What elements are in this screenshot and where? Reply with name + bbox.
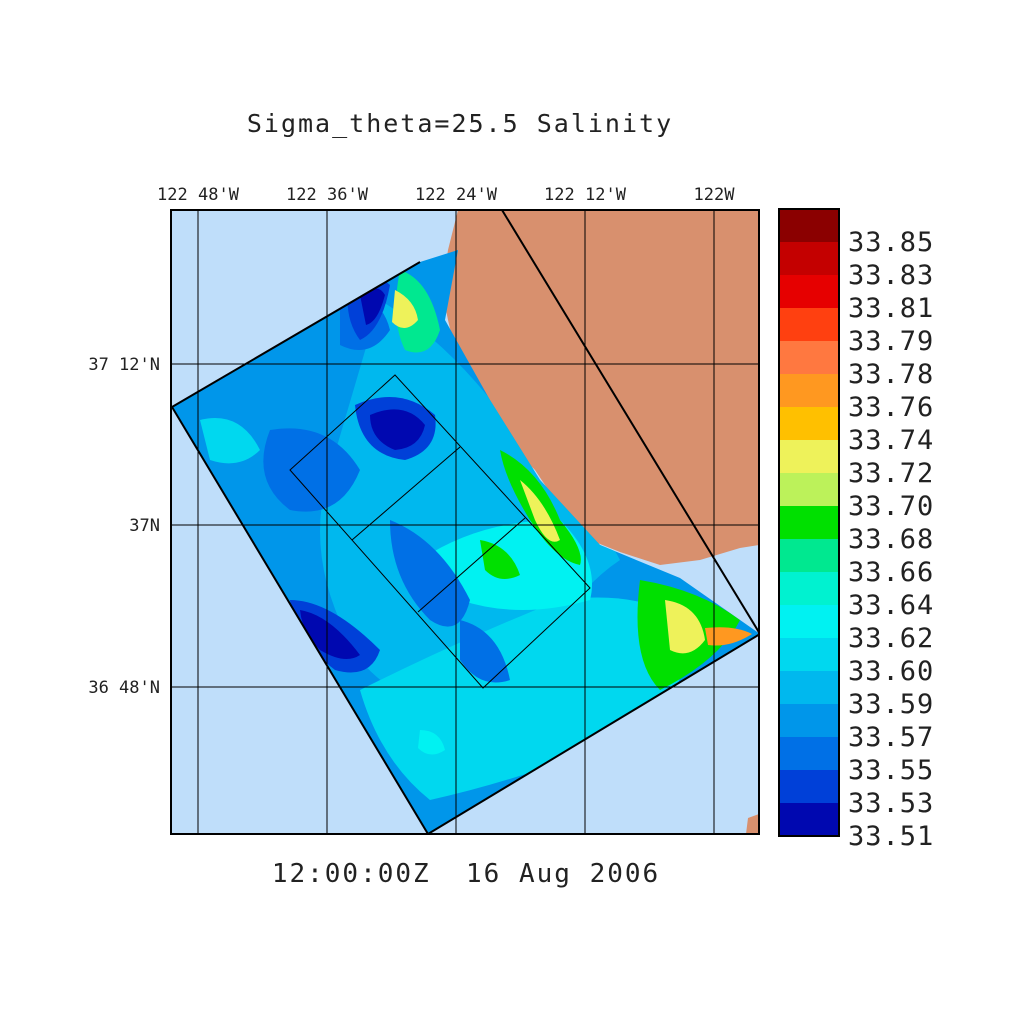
- plot-border: [170, 209, 760, 835]
- colorbar-label: 33.76: [848, 392, 934, 423]
- colorbar-swatch: [779, 506, 839, 540]
- colorbar-label: 33.62: [848, 623, 934, 654]
- colorbar-swatch: [779, 341, 839, 375]
- colorbar-label: 33.72: [848, 458, 934, 489]
- colorbar-label: 33.78: [848, 359, 934, 390]
- timestamp: 12:00:00Z 16 Aug 2006: [272, 859, 660, 889]
- lon-tick-label: 122 36'W: [286, 185, 369, 205]
- domain-outline: [171, 261, 421, 408]
- colorbar-swatch: [779, 638, 839, 672]
- colorbar-label: 33.60: [848, 656, 934, 687]
- colorbar-label: 33.57: [848, 722, 934, 753]
- colorbar-labels: 33.8533.8333.8133.7933.7833.7633.7433.72…: [848, 227, 934, 852]
- map-title: Sigma_theta=25.5 Salinity: [247, 109, 673, 138]
- colorbar-swatch: [779, 209, 839, 243]
- colorbar-swatch: [779, 572, 839, 606]
- lat-tick-label: 37 12'N: [88, 355, 160, 375]
- colorbar-label: 33.74: [848, 425, 934, 456]
- colorbar-label: 33.68: [848, 524, 934, 555]
- lon-tick-label: 122 24'W: [415, 185, 498, 205]
- lat-tick-labels: 37 12'N 37N 36 48'N: [88, 355, 160, 698]
- colorbar-swatch: [779, 737, 839, 771]
- colorbar-swatch: [779, 539, 839, 573]
- colorbar-label: 33.64: [848, 590, 934, 621]
- colorbar-swatch: [779, 770, 839, 804]
- colorbar-swatch: [779, 275, 839, 309]
- colorbar-swatch: [779, 473, 839, 507]
- colorbar-label: 33.51: [848, 821, 934, 852]
- colorbar-label: 33.81: [848, 293, 934, 324]
- land-coastline: [442, 210, 759, 565]
- colorbar-swatch: [779, 704, 839, 738]
- lon-tick-label: 122 48'W: [157, 185, 240, 205]
- colorbar-label: 33.79: [848, 326, 934, 357]
- colorbar-border: [778, 208, 840, 837]
- colorbar-swatch: [779, 242, 839, 276]
- lon-tick-label: 122 12'W: [544, 185, 627, 205]
- colorbar-label: 33.66: [848, 557, 934, 588]
- colorbar-label: 33.70: [848, 491, 934, 522]
- colorbar: [779, 209, 839, 837]
- lon-tick-labels: 122 48'W 122 36'W 122 24'W 122 12'W 122W: [157, 185, 735, 205]
- domain-edge-south: [171, 406, 429, 834]
- colorbar-swatch: [779, 605, 839, 639]
- colorbar-swatch: [779, 671, 839, 705]
- colorbar-label: 33.85: [848, 227, 934, 258]
- colorbar-swatch: [779, 440, 839, 474]
- domain-edge-ne: [501, 210, 759, 635]
- colorbar-swatch: [779, 308, 839, 342]
- lat-tick-label: 37N: [129, 516, 160, 536]
- land-island: [746, 814, 759, 834]
- lon-tick-label: 122W: [694, 185, 736, 205]
- colorbar-swatch: [779, 803, 839, 837]
- colorbar-label: 33.53: [848, 788, 934, 819]
- graticule: [171, 210, 759, 834]
- colorbar-label: 33.55: [848, 755, 934, 786]
- domain-edge-east: [427, 633, 759, 834]
- colorbar-swatch: [779, 374, 839, 408]
- lat-tick-label: 36 48'N: [88, 678, 160, 698]
- colorbar-label: 33.83: [848, 260, 934, 291]
- colorbar-swatch: [779, 407, 839, 441]
- colorbar-label: 33.59: [848, 689, 934, 720]
- plot-area: [171, 210, 759, 834]
